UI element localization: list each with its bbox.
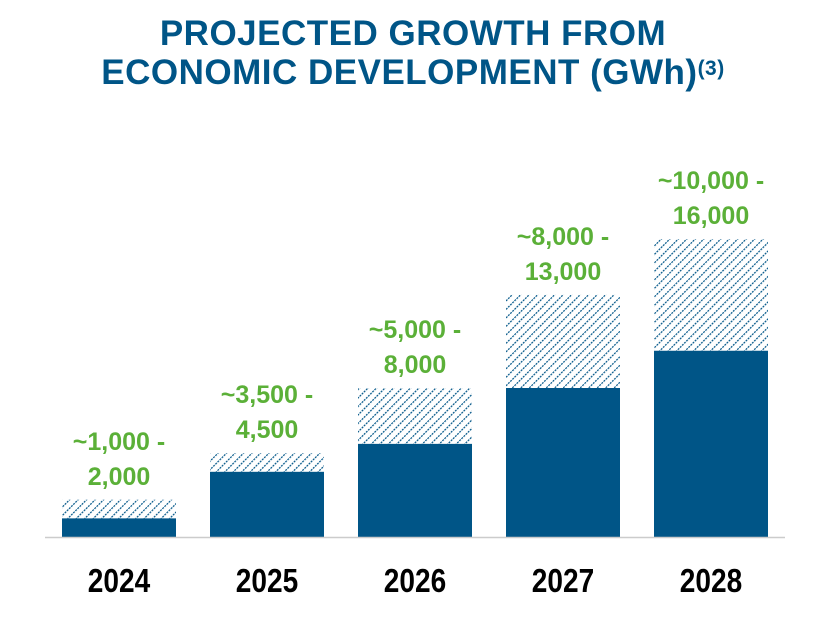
data-label-2026: 8,000: [384, 351, 447, 379]
bar-range-2025: [210, 453, 324, 472]
bar-base-2028: [654, 350, 768, 537]
bar-range-2026: [358, 388, 472, 444]
title-footnote: (3): [697, 57, 725, 80]
data-label-2025: 4,500: [236, 416, 299, 444]
data-label-2024: ~1,000 -: [73, 428, 165, 456]
data-label-2024: 2,000: [88, 463, 151, 491]
data-label-2028: 16,000: [673, 202, 749, 230]
bar-range-2028: [654, 239, 768, 351]
bar-base-2024: [62, 518, 176, 537]
title-line-1: PROJECTED GROWTH FROM: [159, 14, 667, 53]
x-tick-label-2026: 2026: [384, 563, 446, 600]
x-tick-label-2027: 2027: [532, 563, 594, 600]
bar-range-2024: [62, 499, 176, 519]
bar-base-2027: [506, 388, 620, 537]
x-tick-label-2024: 2024: [88, 563, 150, 600]
x-tick-label-2025: 2025: [236, 563, 298, 600]
chart-title: PROJECTED GROWTH FROM ECONOMIC DEVELOPME…: [0, 14, 826, 92]
x-tick-label-2028: 2028: [680, 563, 742, 600]
data-label-2028: ~10,000 -: [658, 167, 764, 195]
bar-base-2025: [210, 471, 324, 537]
data-label-2027: 13,000: [525, 258, 601, 286]
data-label-2026: ~5,000 -: [369, 316, 461, 344]
data-label-2027: ~8,000 -: [517, 223, 609, 251]
bar-base-2026: [358, 443, 472, 537]
title-line-2: ECONOMIC DEVELOPMENT (GWh): [101, 53, 698, 92]
bar-range-2027: [506, 294, 620, 388]
data-label-2025: ~3,500 -: [221, 381, 313, 409]
